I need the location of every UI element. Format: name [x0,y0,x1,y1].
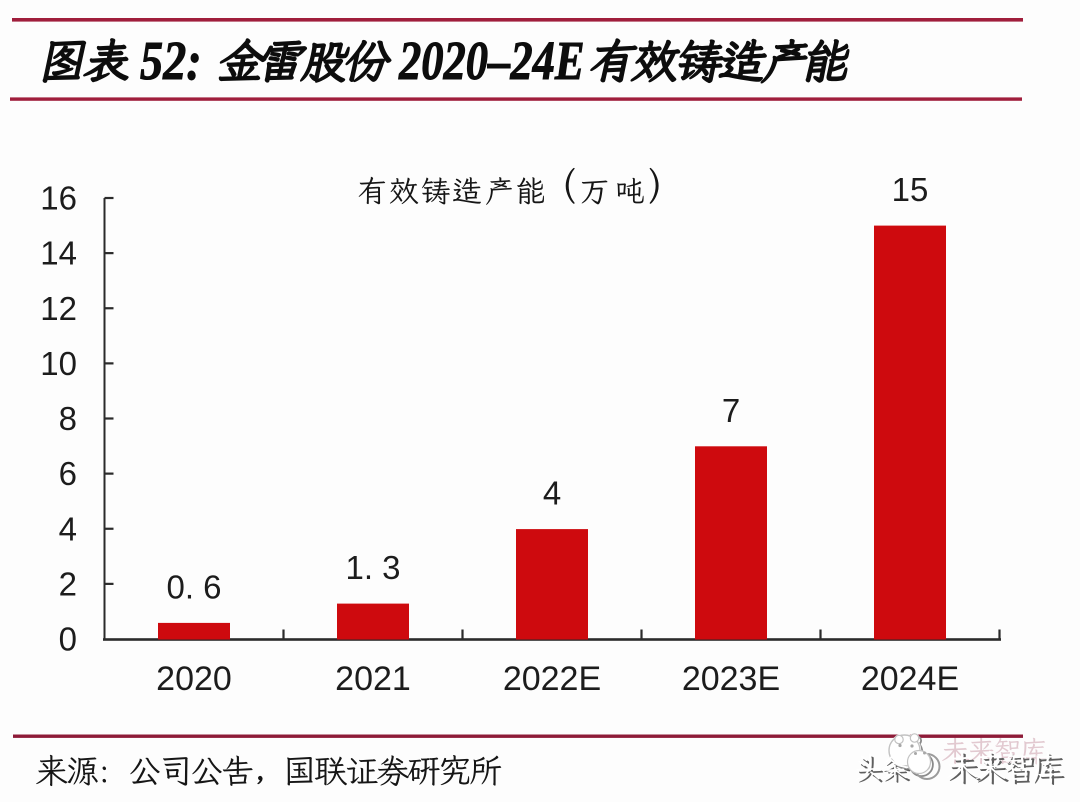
svg-text:14: 14 [40,235,77,272]
svg-text:2020: 2020 [156,660,232,698]
svg-text:2020–24E: 2020–24E [398,30,584,92]
svg-text:4: 4 [59,510,77,547]
svg-text:15: 15 [892,171,929,208]
svg-text:1. 3: 1. 3 [345,549,400,586]
svg-text:2023E: 2023E [682,660,780,698]
svg-text:2024E: 2024E [861,660,959,698]
svg-text:6: 6 [59,455,77,492]
svg-text:7: 7 [722,392,740,429]
svg-text:10: 10 [40,345,77,382]
svg-text:2021: 2021 [335,660,411,698]
svg-text:52:: 52: [140,30,202,91]
svg-text:2: 2 [59,565,77,602]
svg-text:16: 16 [40,180,77,217]
svg-text:8: 8 [59,400,77,437]
svg-text:2022E: 2022E [503,660,601,698]
svg-text:0: 0 [59,621,77,658]
svg-text:12: 12 [40,290,77,327]
svg-text:0. 6: 0. 6 [166,568,221,605]
svg-text:4: 4 [543,475,561,512]
